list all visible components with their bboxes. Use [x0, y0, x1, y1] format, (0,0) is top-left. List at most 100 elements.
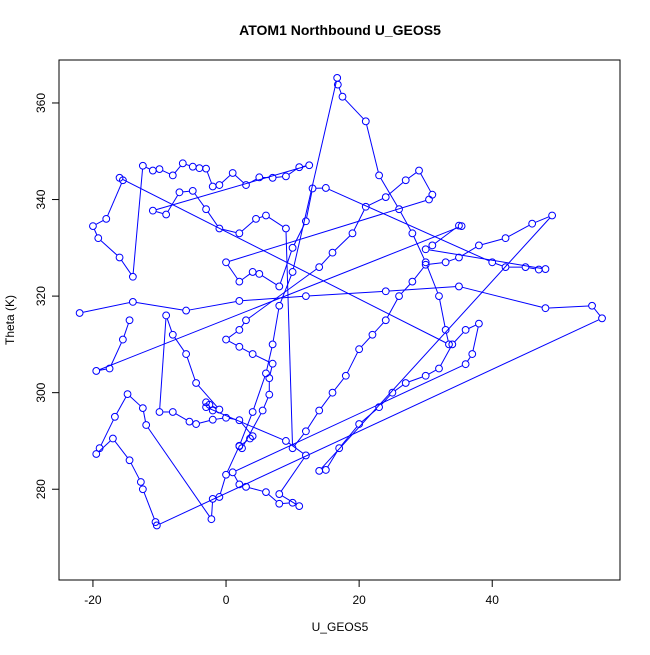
series-segment [190, 302, 236, 310]
series-segment [242, 221, 253, 231]
data-point [263, 212, 270, 219]
data-point [442, 259, 449, 266]
data-point [223, 259, 230, 266]
series-segment [409, 173, 416, 178]
series-segment [254, 377, 265, 409]
data-point [93, 368, 100, 375]
data-point [283, 173, 290, 180]
series-segment [339, 88, 341, 93]
x-axis-label: U_GEOS5 [312, 620, 369, 634]
y-tick-label: 300 [34, 382, 48, 402]
data-point [179, 160, 186, 167]
series-segment [144, 412, 146, 422]
data-point [542, 305, 549, 312]
series-segment [156, 212, 162, 214]
data-point [589, 302, 596, 309]
data-point [116, 254, 123, 261]
data-point [529, 220, 536, 227]
series-segment [176, 414, 186, 420]
series-segment [230, 418, 236, 419]
series-segment [264, 398, 268, 407]
data-point [296, 503, 303, 510]
data-point [183, 307, 190, 314]
data-point [236, 298, 243, 305]
data-point [422, 246, 429, 253]
data-point [256, 270, 263, 277]
series-segment [389, 287, 455, 291]
data-point [253, 215, 260, 222]
series-segment [212, 502, 213, 515]
data-point [249, 351, 256, 358]
series-segment [441, 348, 451, 366]
data-point [276, 500, 283, 507]
data-point [316, 264, 323, 271]
data-point [396, 293, 403, 300]
series-segment [415, 268, 424, 279]
data-point [263, 370, 270, 377]
series-segment [229, 332, 236, 337]
series-segment [549, 306, 588, 308]
data-point [223, 471, 230, 478]
data-point [382, 288, 389, 295]
series-segment [160, 320, 599, 524]
series-segment [146, 167, 150, 169]
series-segment [496, 264, 503, 266]
series-segment [259, 217, 262, 218]
series-segment [446, 333, 448, 340]
data-point [476, 320, 483, 327]
series-segment [163, 171, 170, 174]
data-point [229, 170, 236, 177]
series-segment [99, 441, 110, 452]
data-point [139, 486, 146, 493]
data-point [110, 435, 117, 442]
data-point [339, 93, 346, 100]
y-axis-label: Theta (K) [3, 295, 17, 345]
series-segment [234, 475, 237, 481]
data-point [156, 409, 163, 416]
data-point [322, 185, 329, 192]
series-segment [322, 255, 330, 264]
data-point [163, 312, 170, 319]
series-segment [195, 194, 204, 207]
series-segment [156, 166, 305, 209]
data-point [266, 375, 273, 382]
data-point [334, 74, 341, 81]
series-segment [220, 478, 225, 493]
series-segment [468, 357, 471, 361]
data-series [76, 74, 605, 528]
series-segment [335, 236, 350, 250]
data-point [266, 391, 273, 398]
series-segment [455, 333, 463, 342]
data-point [95, 235, 102, 242]
series-segment [529, 268, 535, 269]
data-point [216, 182, 223, 189]
data-point [119, 336, 126, 343]
data-point [436, 365, 443, 372]
data-point [243, 182, 250, 189]
series-segment [124, 324, 128, 337]
series-segment [273, 309, 278, 341]
series-segment [131, 463, 139, 478]
series-segment [241, 323, 244, 327]
data-point [193, 421, 200, 428]
data-point [436, 293, 443, 300]
series-segment [243, 296, 302, 300]
y-tick-label: 360 [34, 93, 48, 113]
data-point [236, 343, 243, 350]
data-point [429, 242, 436, 249]
data-point [283, 225, 290, 232]
series-segment [469, 325, 476, 328]
series-segment [473, 327, 478, 350]
data-point [342, 372, 349, 379]
series-segment [482, 239, 502, 244]
data-point [535, 266, 542, 273]
data-point [429, 191, 436, 198]
series-segment [269, 494, 277, 501]
data-point [203, 206, 210, 213]
data-point [216, 406, 223, 413]
series-segment [429, 263, 442, 265]
series-segment [96, 221, 103, 225]
data-point [156, 166, 163, 173]
data-point [169, 172, 176, 179]
